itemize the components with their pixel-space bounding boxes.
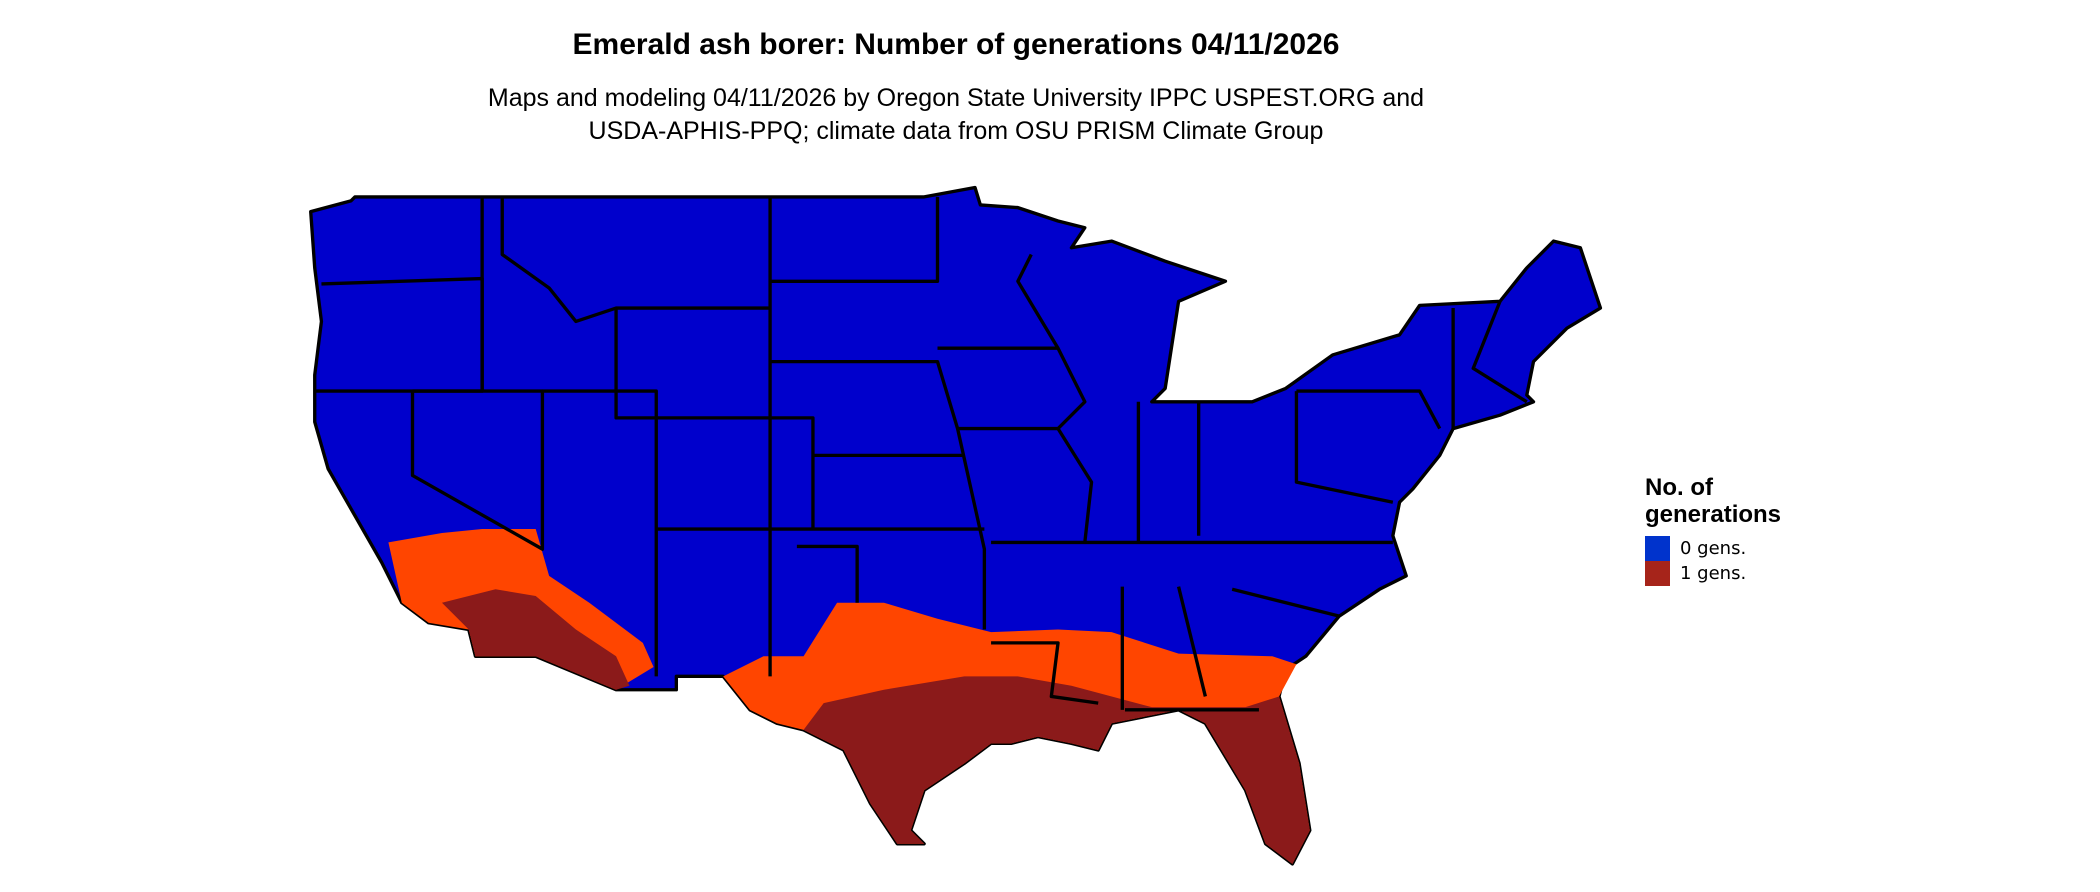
legend-swatch-red (1645, 561, 1670, 586)
map-subtitle-line2: USDA-APHIS-PPQ; climate data from OSU PR… (588, 117, 1324, 145)
legend-title-line2: generations (1645, 501, 1782, 528)
region-one-generation-southwest-dark (441, 589, 630, 690)
legend: No. of generations 0 gens. 1 gens. (1645, 474, 1781, 586)
legend-label: 0 gens. (1680, 538, 1747, 559)
legend-title: No. of generations (1645, 474, 1781, 528)
map-subtitle-line1: Maps and modeling 04/11/2026 by Oregon S… (487, 84, 1425, 112)
map-title: Emerald ash borer: Number of generations… (572, 28, 1340, 61)
legend-label: 1 gens. (1680, 563, 1747, 584)
region-one-generation-south-dark (803, 676, 1310, 864)
legend-title-line1: No. of (1645, 474, 1713, 501)
legend-swatch-blue (1645, 536, 1670, 561)
legend-item-1-gens: 1 gens. (1645, 561, 1781, 586)
legend-item-0-gens: 0 gens. (1645, 536, 1781, 561)
state-borders (314, 196, 1528, 712)
